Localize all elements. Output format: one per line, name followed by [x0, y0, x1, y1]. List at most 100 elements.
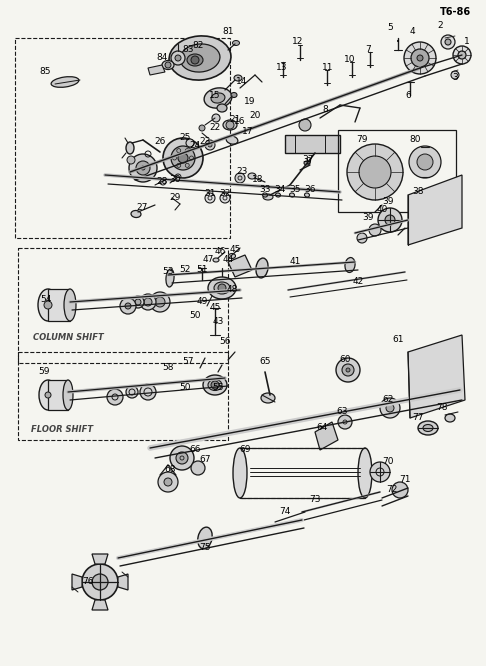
Ellipse shape [214, 282, 230, 294]
Text: 3: 3 [452, 73, 458, 81]
Text: 55: 55 [212, 384, 224, 392]
Text: 75: 75 [199, 543, 211, 553]
Circle shape [163, 138, 203, 178]
Circle shape [218, 284, 226, 292]
Polygon shape [72, 574, 82, 590]
Text: 35: 35 [289, 186, 301, 194]
Text: 29: 29 [169, 194, 181, 202]
Circle shape [458, 51, 466, 59]
Ellipse shape [423, 424, 433, 432]
Ellipse shape [213, 258, 219, 262]
Polygon shape [118, 574, 128, 590]
Circle shape [441, 35, 455, 49]
Text: 74: 74 [279, 507, 291, 517]
Text: 31: 31 [204, 188, 216, 198]
Text: 12: 12 [292, 37, 304, 47]
Text: 2: 2 [437, 21, 443, 31]
Circle shape [44, 301, 52, 309]
Text: 32: 32 [219, 188, 231, 198]
Circle shape [369, 224, 381, 236]
Text: 7: 7 [365, 45, 371, 55]
Circle shape [171, 146, 195, 170]
Circle shape [164, 478, 172, 486]
Circle shape [190, 156, 193, 160]
Ellipse shape [162, 61, 174, 69]
Text: 78: 78 [436, 404, 448, 412]
Ellipse shape [131, 210, 141, 218]
Bar [285, 135, 340, 153]
Circle shape [141, 166, 145, 170]
Text: 39: 39 [382, 198, 394, 206]
Text: T6-86: T6-86 [439, 7, 470, 17]
Text: 43: 43 [212, 318, 224, 326]
Circle shape [445, 39, 451, 45]
Ellipse shape [203, 375, 227, 395]
Circle shape [378, 208, 402, 232]
Text: 22: 22 [209, 123, 221, 133]
Circle shape [191, 461, 205, 475]
Ellipse shape [290, 193, 295, 197]
Ellipse shape [232, 41, 240, 45]
Circle shape [150, 292, 170, 312]
Bar [18, 352, 228, 440]
Bar [48, 289, 70, 321]
Polygon shape [408, 175, 462, 245]
Circle shape [199, 125, 205, 131]
Text: 50: 50 [189, 310, 201, 320]
Text: 77: 77 [412, 414, 424, 422]
Text: 20: 20 [249, 111, 260, 119]
Text: 24: 24 [190, 141, 201, 149]
Ellipse shape [263, 194, 273, 200]
Circle shape [191, 56, 199, 64]
Text: 11: 11 [322, 63, 334, 73]
Circle shape [338, 415, 352, 429]
Polygon shape [92, 554, 108, 564]
Circle shape [336, 358, 360, 382]
Text: 15: 15 [209, 91, 221, 99]
Polygon shape [315, 422, 338, 450]
Circle shape [140, 384, 156, 400]
Text: 19: 19 [244, 97, 256, 107]
Text: 23: 23 [199, 137, 211, 147]
Text: 57: 57 [182, 358, 194, 366]
Text: 76: 76 [82, 577, 94, 587]
Text: 46: 46 [214, 248, 226, 256]
Circle shape [170, 446, 194, 470]
Text: 34: 34 [274, 186, 286, 194]
Text: 6: 6 [405, 91, 411, 99]
Ellipse shape [226, 136, 238, 144]
Ellipse shape [304, 161, 310, 165]
Text: 80: 80 [409, 135, 421, 145]
Circle shape [125, 303, 131, 309]
Ellipse shape [39, 380, 57, 410]
Text: 4: 4 [409, 27, 415, 37]
Circle shape [82, 564, 118, 600]
Ellipse shape [211, 93, 225, 103]
Ellipse shape [228, 254, 236, 258]
Ellipse shape [234, 75, 242, 81]
Ellipse shape [208, 277, 236, 299]
Circle shape [346, 368, 350, 372]
Text: 18: 18 [252, 176, 264, 184]
Ellipse shape [256, 258, 268, 278]
Circle shape [409, 146, 441, 178]
Text: COLUMN SHIFT: COLUMN SHIFT [33, 332, 104, 342]
Circle shape [132, 296, 144, 308]
Text: 48: 48 [226, 286, 238, 294]
Text: 40: 40 [376, 206, 388, 214]
Circle shape [453, 46, 471, 64]
Ellipse shape [261, 393, 275, 403]
Text: 59: 59 [38, 368, 50, 376]
Circle shape [136, 161, 150, 175]
Circle shape [175, 55, 181, 61]
Text: 83: 83 [182, 45, 194, 55]
Circle shape [171, 51, 185, 65]
Text: 63: 63 [336, 408, 348, 416]
Circle shape [417, 55, 423, 61]
Text: 56: 56 [219, 338, 231, 346]
Bar [338, 130, 456, 212]
Ellipse shape [126, 142, 134, 154]
Text: 53: 53 [162, 268, 174, 276]
Circle shape [185, 149, 189, 153]
Ellipse shape [198, 527, 212, 549]
